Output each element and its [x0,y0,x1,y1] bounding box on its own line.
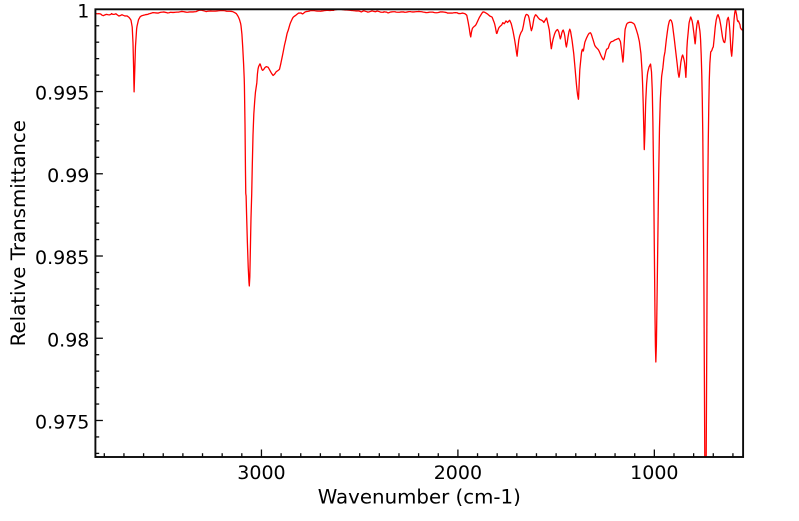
y-tick-label: 0.985 [35,247,89,269]
x-tick-label: 2000 [434,462,482,484]
y-tick-labels: 0.975 0.98 0.985 0.99 0.995 1 [35,1,89,434]
spectrum-line [95,9,744,458]
x-tick-label: 3000 [237,462,285,484]
y-tick-label: 0.975 [35,412,89,434]
y-axis-title: Relative Transmittance [7,120,30,346]
x-major-ticks [260,449,655,457]
plot-border [94,8,745,458]
y-tick-label: 0.98 [47,329,89,351]
y-tick-label: 0.99 [47,165,89,187]
x-axis-title: Wavenumber (cm-1) [318,486,521,509]
y-tick-label: 0.995 [35,83,89,105]
y-tick-label: 1 [77,1,89,23]
x-tick-labels: 3000 2000 1000 [237,462,678,484]
x-tick-label: 1000 [630,462,678,484]
